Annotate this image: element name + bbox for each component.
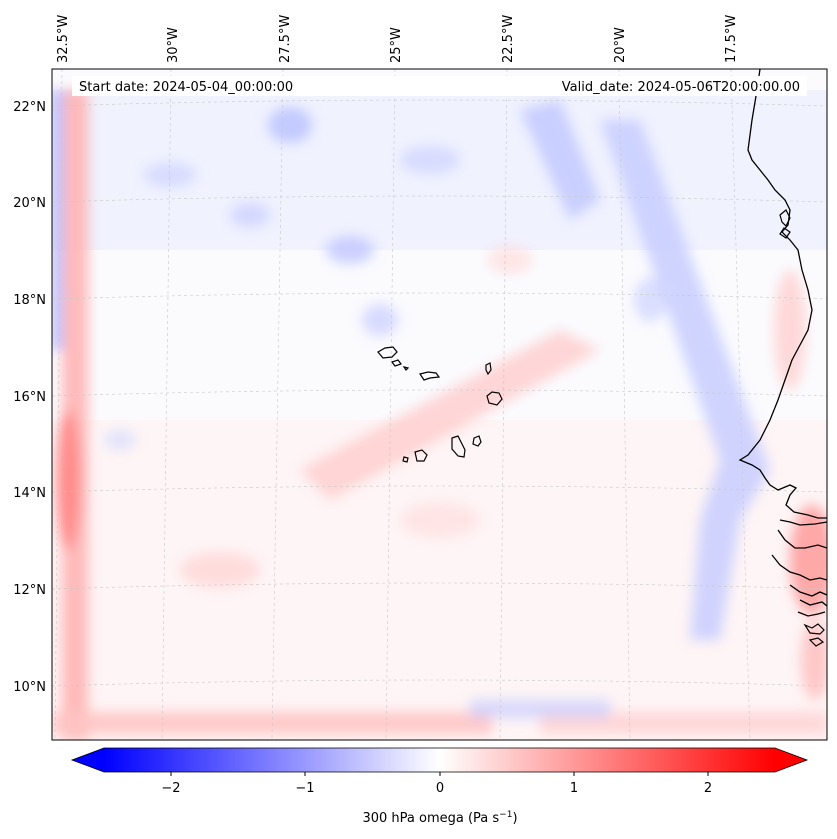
map-frame xyxy=(51,68,828,741)
lat-label: 10°N xyxy=(13,680,46,695)
omega-west-red-core xyxy=(56,410,80,550)
coastline-bijagos xyxy=(803,623,825,647)
latitude-labels: 22°N 20°N 18°N 16°N 14°N 12°N 10°N xyxy=(13,100,46,695)
island-santa-luzia xyxy=(402,366,410,371)
map-panel: Start date: 2024-05-04_00:00:00 Valid_da… xyxy=(51,68,828,741)
island-sal xyxy=(485,362,492,376)
island-santiago xyxy=(451,435,466,458)
omega-blue-blob-8 xyxy=(104,430,136,450)
omega-field xyxy=(52,69,827,740)
omega-diagonal-pink-band xyxy=(300,330,600,500)
omega-east-red-patch-3 xyxy=(801,620,827,700)
island-sao-vicente xyxy=(391,359,402,367)
coastline-guinea-bissau xyxy=(789,584,827,617)
colorbar: −2 −1 0 1 2 300 hPa omega (Pa s−1) xyxy=(70,747,809,826)
colorbar-tick-label: 1 xyxy=(570,781,578,796)
island-maio xyxy=(472,435,482,447)
omega-north-blue-streak xyxy=(520,100,600,220)
longitude-labels: 32.5°W 30°W 27.5°W 25°W 22.5°W 20°W 17.5… xyxy=(56,15,739,63)
header-box xyxy=(72,76,807,96)
colorbar-tick-label: 0 xyxy=(436,781,444,796)
coastline-cape-blanc xyxy=(779,209,791,239)
lon-label: 30°W xyxy=(166,27,181,63)
omega-pink-blob-3 xyxy=(400,502,480,538)
omega-east-red-patch-2 xyxy=(774,270,806,390)
island-santo-antao xyxy=(377,346,398,359)
lon-label: 27.5°W xyxy=(278,15,293,63)
lat-label: 16°N xyxy=(13,390,46,405)
omega-blue-blob-5 xyxy=(400,146,460,174)
omega-blue-blob-7 xyxy=(634,278,666,322)
island-fogo xyxy=(414,449,428,462)
africa-coastline xyxy=(738,69,827,519)
omega-blue-blob-3 xyxy=(230,203,270,227)
colorbar-title-end: ) xyxy=(512,811,517,826)
lat-label: 20°N xyxy=(13,196,46,211)
lon-label: 25°W xyxy=(389,27,404,63)
colorbar-title: 300 hPa omega (Pa s−1) xyxy=(362,810,517,826)
gridlines xyxy=(52,69,827,740)
colorbar-tick-label: −2 xyxy=(161,781,180,796)
omega-pink-blob-2 xyxy=(488,246,532,274)
lat-label: 22°N xyxy=(13,100,46,115)
colorbar-body xyxy=(104,748,775,772)
colorbar-tick-label: −1 xyxy=(295,781,314,796)
colorbar-ticks xyxy=(170,772,709,776)
valid-date-label: Valid_date: 2024-05-06T20:00:00.00 xyxy=(562,80,800,95)
colorbar-title-main: 300 hPa omega (Pa s xyxy=(362,811,499,826)
start-date-label: Start date: 2024-05-04_00:00:00 xyxy=(79,80,293,95)
omega-pink-blob-1 xyxy=(180,552,260,588)
omega-south-red-strip-east xyxy=(540,712,827,734)
colorbar-extend-min xyxy=(72,748,104,772)
omega-diagonal-blue-band xyxy=(600,120,770,640)
island-brava xyxy=(402,456,409,463)
lon-label: 32.5°W xyxy=(56,15,71,63)
lon-label: 20°W xyxy=(613,27,628,63)
lon-label: 17.5°W xyxy=(724,15,739,63)
colorbar-outline xyxy=(70,747,809,773)
omega-east-red-patch xyxy=(790,505,827,615)
omega-blue-blob-4 xyxy=(144,163,196,187)
coastline-senegal-gambia xyxy=(771,519,827,581)
colorbar-extend-max xyxy=(775,748,807,772)
island-sao-nicolau xyxy=(419,371,441,381)
cape-verde-islands xyxy=(377,346,503,463)
lat-label: 18°N xyxy=(13,293,46,308)
omega-blue-blob-2 xyxy=(326,236,374,264)
colorbar-title-sup: −1 xyxy=(499,810,512,820)
colorbar-tick-label: 2 xyxy=(704,781,712,796)
lat-label: 12°N xyxy=(13,583,46,598)
lon-label: 22.5°W xyxy=(501,15,516,63)
lat-label: 14°N xyxy=(13,486,46,501)
island-boa-vista xyxy=(486,391,503,406)
omega-south-blue-strip xyxy=(470,700,610,718)
omega-blue-blob-1 xyxy=(268,107,312,143)
omega-blue-blob-6 xyxy=(362,304,398,336)
